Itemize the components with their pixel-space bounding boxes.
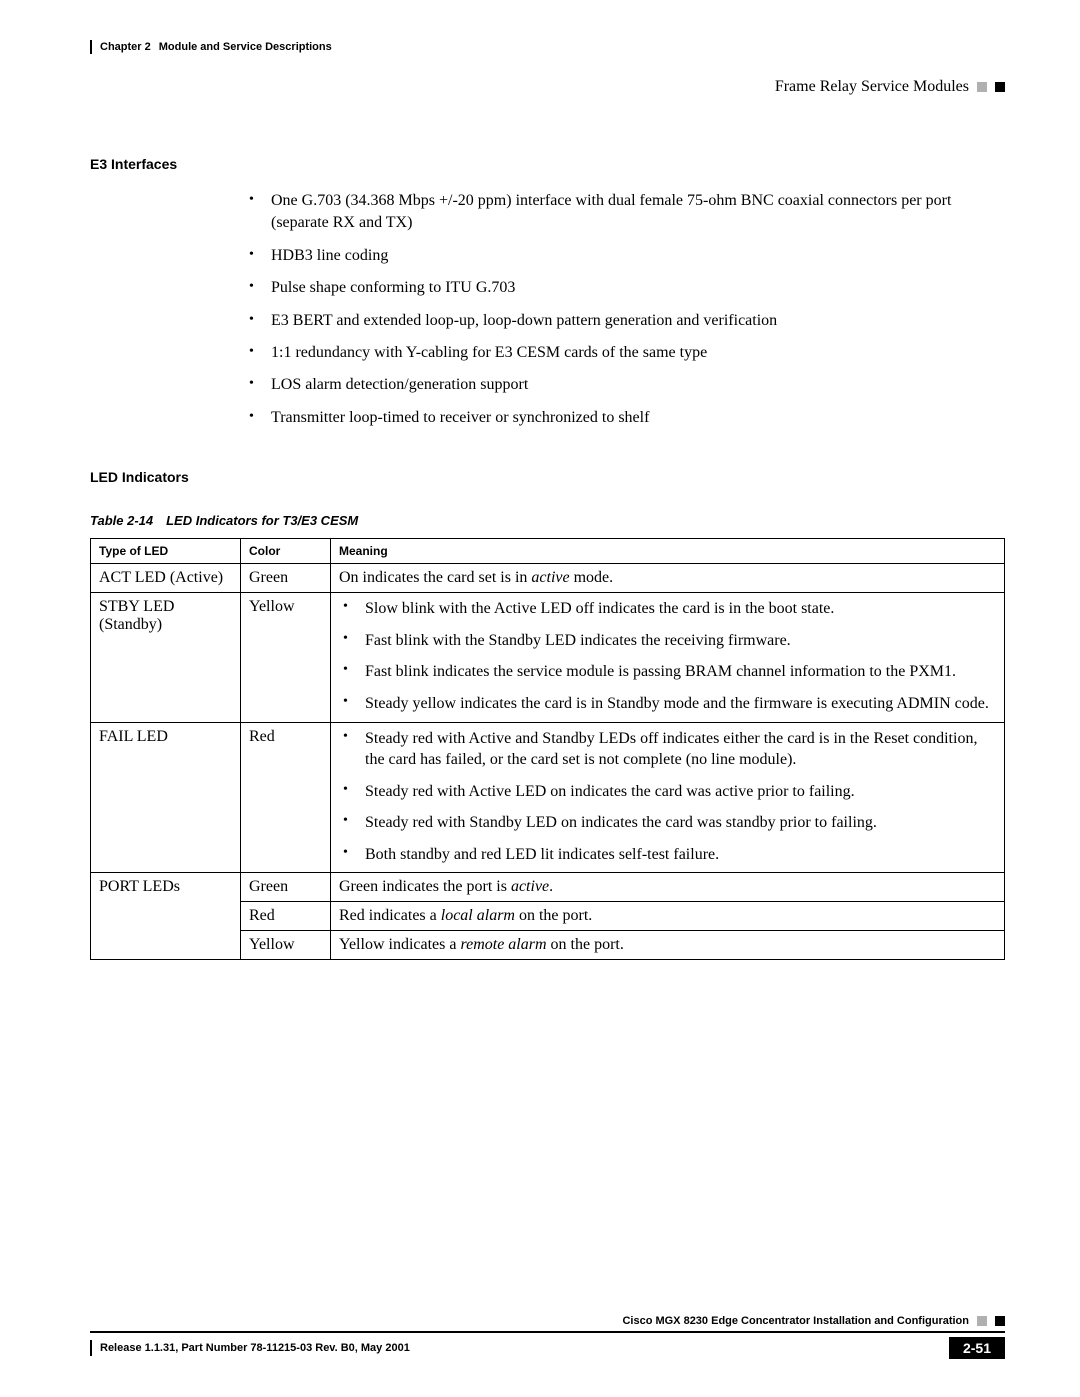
header-rule-icon — [90, 40, 92, 54]
cell-meaning: Red indicates a local alarm on the port. — [331, 902, 1005, 931]
list-item: Pulse shape conforming to ITU G.703 — [245, 277, 1005, 299]
led-section: LED Indicators Table 2-14 LED Indicators… — [90, 469, 1005, 960]
chapter-title: Module and Service Descriptions — [159, 41, 332, 53]
list-item: Steady yellow indicates the card is in S… — [339, 693, 998, 715]
header-right: Frame Relay Service Modules — [90, 78, 1005, 96]
list-item: Slow blink with the Active LED off indic… — [339, 598, 998, 620]
footer-vrule-icon — [90, 1340, 92, 1356]
e3-section: E3 Interfaces One G.703 (34.368 Mbps +/-… — [90, 156, 1005, 429]
list-item: Steady red with Standby LED on indicates… — [339, 812, 998, 834]
list-item: Fast blink indicates the service module … — [339, 661, 998, 683]
cell-type: FAIL LED — [91, 722, 241, 873]
text: On indicates the card set is in — [339, 569, 531, 586]
table-row: PORT LEDs Green Green indicates the port… — [91, 873, 1005, 902]
led-heading: LED Indicators — [90, 469, 1005, 485]
square-icon — [995, 82, 1005, 92]
cell-meaning: Steady red with Active and Standby LEDs … — [331, 722, 1005, 873]
cell-color: Yellow — [241, 931, 331, 960]
italic-text: active — [511, 878, 549, 895]
square-icon — [977, 1316, 987, 1326]
list-item: Both standby and red LED lit indicates s… — [339, 844, 998, 866]
list-item: E3 BERT and extended loop-up, loop-down … — [245, 310, 1005, 332]
list-item: Transmitter loop-timed to receiver or sy… — [245, 407, 1005, 429]
text: . — [549, 878, 553, 895]
table-caption: Table 2-14 LED Indicators for T3/E3 CESM — [90, 513, 1005, 528]
italic-text: local alarm — [441, 907, 515, 924]
table-row: STBY LED (Standby) Yellow Slow blink wit… — [91, 593, 1005, 722]
cell-meaning: On indicates the card set is in active m… — [331, 564, 1005, 593]
release-text: Release 1.1.31, Part Number 78-11215-03 … — [100, 1342, 410, 1354]
footer-doc-title: Cisco MGX 8230 Edge Concentrator Install… — [622, 1315, 969, 1327]
cell-meaning: Green indicates the port is active. — [331, 873, 1005, 902]
cell-color: Yellow — [241, 593, 331, 722]
cell-meaning: Yellow indicates a remote alarm on the p… — [331, 931, 1005, 960]
text: mode. — [570, 569, 614, 586]
cell-type: PORT LEDs — [91, 873, 241, 960]
text: Red indicates a — [339, 907, 441, 924]
list-item: Steady red with Active LED on indicates … — [339, 781, 998, 803]
list-item: One G.703 (34.368 Mbps +/-20 ppm) interf… — [245, 190, 1005, 235]
italic-text: active — [531, 569, 569, 586]
list-item: Fast blink with the Standby LED indicate… — [339, 630, 998, 652]
header-left: Chapter 2 Module and Service Description… — [90, 40, 332, 54]
text: Green indicates the port is — [339, 878, 511, 895]
table-row: ACT LED (Active) Green On indicates the … — [91, 564, 1005, 593]
cell-type: ACT LED (Active) — [91, 564, 241, 593]
cell-color: Red — [241, 722, 331, 873]
list-item: LOS alarm detection/generation support — [245, 374, 1005, 396]
list-item: 1:1 redundancy with Y-cabling for E3 CES… — [245, 342, 1005, 364]
list-item: HDB3 line coding — [245, 245, 1005, 267]
col-header: Type of LED — [91, 539, 241, 564]
col-header: Meaning — [331, 539, 1005, 564]
footer-release: Release 1.1.31, Part Number 78-11215-03 … — [90, 1337, 410, 1359]
cell-meaning: Slow blink with the Active LED off indic… — [331, 593, 1005, 722]
cell-color: Green — [241, 873, 331, 902]
table-header-row: Type of LED Color Meaning — [91, 539, 1005, 564]
text: on the port. — [547, 936, 624, 953]
square-icon — [977, 82, 987, 92]
footer-rule-icon — [90, 1331, 1005, 1333]
footer: Cisco MGX 8230 Edge Concentrator Install… — [90, 1315, 1005, 1359]
e3-list: One G.703 (34.368 Mbps +/-20 ppm) interf… — [245, 190, 1005, 429]
text: on the port. — [515, 907, 592, 924]
square-icon — [995, 1316, 1005, 1326]
list-item: Steady red with Active and Standby LEDs … — [339, 728, 998, 771]
table-row: FAIL LED Red Steady red with Active and … — [91, 722, 1005, 873]
page-number: 2-51 — [949, 1337, 1005, 1359]
cell-color: Green — [241, 564, 331, 593]
header-subsection: Frame Relay Service Modules — [775, 78, 969, 96]
col-header: Color — [241, 539, 331, 564]
e3-heading: E3 Interfaces — [90, 156, 1005, 172]
cell-type: STBY LED (Standby) — [91, 593, 241, 722]
cell-color: Red — [241, 902, 331, 931]
italic-text: remote alarm — [460, 936, 546, 953]
text: Yellow indicates a — [339, 936, 460, 953]
led-table: Type of LED Color Meaning ACT LED (Activ… — [90, 538, 1005, 960]
chapter-label: Chapter 2 — [100, 41, 151, 53]
